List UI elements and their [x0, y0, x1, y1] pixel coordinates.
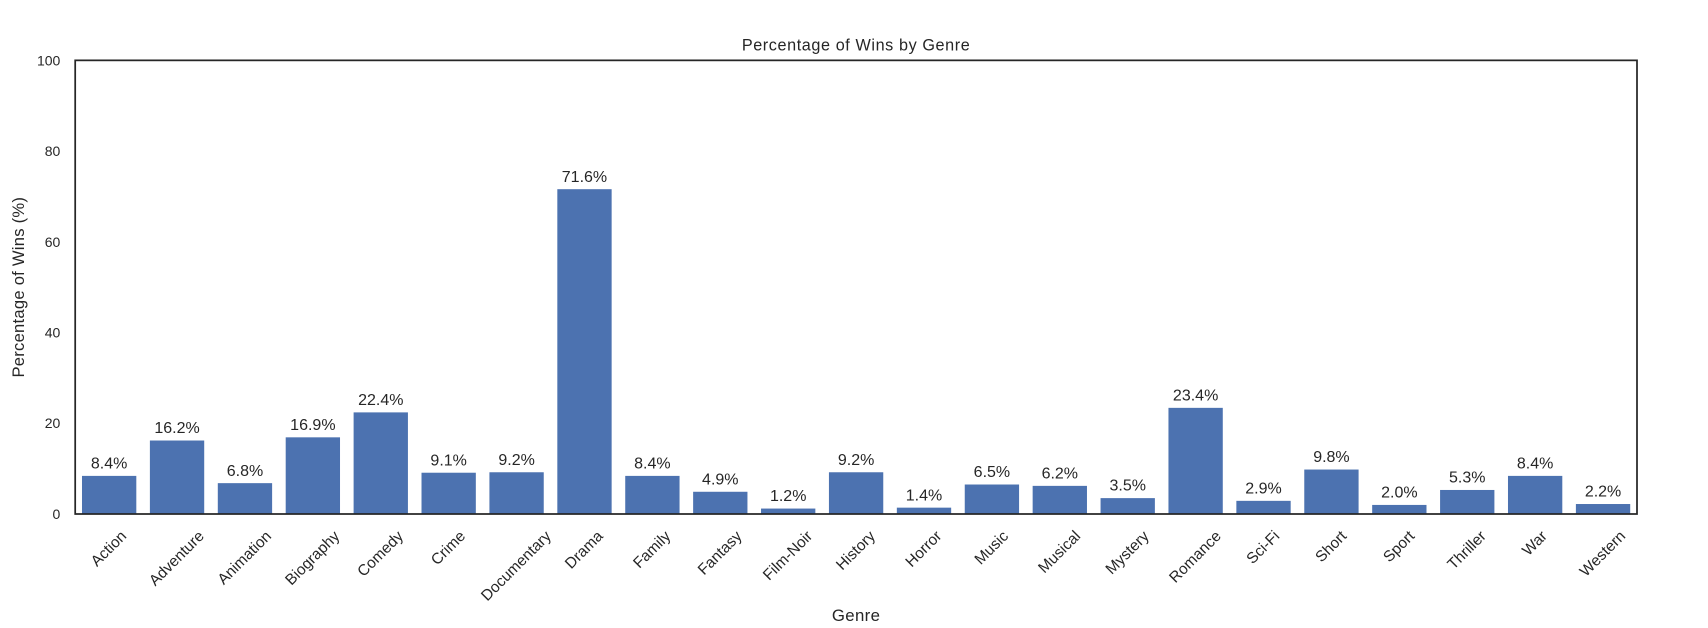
svg-text:4.9%: 4.9% — [702, 471, 738, 488]
svg-text:16.9%: 16.9% — [290, 417, 335, 434]
svg-text:22.4%: 22.4% — [358, 392, 403, 409]
svg-text:40: 40 — [45, 325, 61, 341]
svg-text:100: 100 — [37, 52, 61, 68]
svg-text:Percentage of Wins by Genre: Percentage of Wins by Genre — [742, 37, 971, 55]
svg-text:6.8%: 6.8% — [227, 463, 263, 480]
svg-text:Percentage of Wins (%): Percentage of Wins (%) — [9, 197, 28, 378]
svg-text:23.4%: 23.4% — [1173, 387, 1218, 404]
svg-text:8.4%: 8.4% — [634, 455, 670, 472]
svg-text:5.3%: 5.3% — [1449, 470, 1485, 487]
svg-text:0: 0 — [53, 506, 61, 522]
svg-text:2.0%: 2.0% — [1381, 485, 1417, 502]
svg-text:80: 80 — [45, 143, 61, 159]
svg-text:16.2%: 16.2% — [154, 420, 199, 437]
svg-text:9.2%: 9.2% — [838, 452, 874, 469]
svg-text:71.6%: 71.6% — [562, 169, 607, 186]
svg-text:9.8%: 9.8% — [1313, 449, 1349, 466]
svg-text:2.2%: 2.2% — [1585, 484, 1621, 501]
svg-text:60: 60 — [45, 234, 61, 250]
svg-text:1.4%: 1.4% — [906, 487, 942, 504]
svg-text:9.2%: 9.2% — [498, 452, 534, 469]
svg-text:6.5%: 6.5% — [974, 464, 1010, 481]
svg-text:8.4%: 8.4% — [1517, 455, 1553, 472]
svg-text:8.4%: 8.4% — [91, 455, 127, 472]
svg-text:3.5%: 3.5% — [1109, 478, 1145, 495]
svg-text:9.1%: 9.1% — [430, 452, 466, 469]
svg-text:6.2%: 6.2% — [1042, 465, 1078, 482]
svg-text:Genre: Genre — [832, 606, 880, 625]
svg-text:2.9%: 2.9% — [1245, 480, 1281, 497]
svg-text:20: 20 — [45, 415, 61, 431]
svg-text:1.2%: 1.2% — [770, 488, 806, 505]
